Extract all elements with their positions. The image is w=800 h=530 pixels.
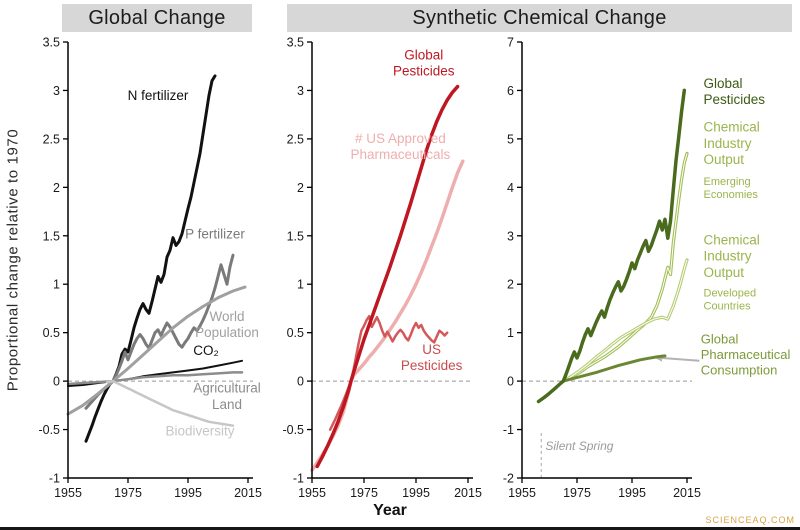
y-tick-label: 1 [507, 326, 514, 340]
x-tick-label: 1975 [114, 486, 142, 500]
series-us-approved-pharmaceuticals [310, 159, 465, 472]
y-tick-label: 2.5 [43, 132, 60, 146]
y-tick-label: 0.5 [287, 326, 304, 340]
series-chem-industry-developed-core [563, 259, 688, 382]
y-tick-label: 3.5 [287, 36, 304, 50]
x-tick-label: 1955 [298, 486, 326, 500]
y-tick-label: 1 [297, 278, 304, 292]
series-biodiversity [105, 379, 235, 427]
x-tick-label: 2015 [673, 486, 701, 500]
y-tick-label: 3 [297, 84, 304, 98]
bottom-border [0, 527, 800, 530]
y-axis-title: Proportional change relative to 1970 [4, 128, 22, 392]
series-agricultural-land [66, 371, 244, 386]
series-label: World Population [195, 309, 259, 340]
y-tick-label: -0.5 [38, 423, 60, 437]
series-label: CO₂ [193, 343, 219, 358]
panel-title-synthetic-chemical-change: Synthetic Chemical Change [287, 4, 792, 32]
y-tick-label: 1.5 [287, 229, 304, 243]
y-tick-label: 0.5 [43, 326, 60, 340]
series-label: Silent Spring [545, 439, 613, 453]
x-tick-label: 1975 [350, 486, 378, 500]
y-tick-label: 0 [507, 375, 514, 389]
y-tick-label: 3 [507, 229, 514, 243]
series-label: Global Pesticides [704, 76, 766, 107]
series-label: Chemical Industry Output [704, 120, 760, 167]
x-tick-label: 1995 [618, 486, 646, 500]
y-tick-label: 2 [53, 181, 60, 195]
series-global-pesticides [315, 84, 460, 469]
y-tick-label: -1 [503, 423, 514, 437]
y-tick-label: 1 [53, 278, 60, 292]
series-label: Global Pharmaceutical Consumption [701, 331, 791, 377]
x-axis-title: Year [373, 502, 407, 519]
series-label: Agricultural Land [193, 381, 261, 412]
y-tick-label: 3.5 [43, 36, 60, 50]
y-tick-label: 2.5 [287, 132, 304, 146]
y-tick-label: 2 [507, 278, 514, 292]
y-tick-label: 7 [507, 36, 514, 50]
x-tick-label: 2015 [234, 486, 262, 500]
x-tick-label: 1995 [402, 486, 430, 500]
series-label: Biodiversity [165, 423, 234, 438]
series-label: Emerging Economies [704, 176, 759, 201]
y-tick-label: 3 [53, 84, 60, 98]
y-tick-label: -2 [503, 472, 514, 486]
series-n-fertilizer [84, 74, 217, 443]
x-tick-label: 2015 [454, 486, 482, 500]
series-label: Chemical Industry Output [704, 232, 760, 279]
watermark: SCIENCEAQ.COM [705, 515, 795, 525]
series-label: US Pesticides [401, 342, 463, 373]
series-label: # US Approved Pharmaceuticals [351, 131, 451, 162]
panel-title-global-change: Global Change [62, 4, 252, 32]
y-tick-label: -0.5 [282, 423, 304, 437]
y-tick-label: 2 [297, 181, 304, 195]
y-tick-label: 5 [507, 132, 514, 146]
y-tick-label: -1 [293, 472, 304, 486]
series-us-pesticides [328, 314, 449, 431]
series-label: N fertilizer [128, 88, 189, 103]
y-tick-label: 1.5 [43, 229, 60, 243]
x-tick-label: 1995 [174, 486, 202, 500]
x-tick-label: 1955 [54, 486, 82, 500]
series-world-population [66, 285, 247, 416]
y-tick-label: 0 [297, 375, 304, 389]
y-tick-label: -1 [49, 472, 60, 486]
x-tick-label: 1955 [508, 486, 536, 500]
y-tick-label: 6 [507, 84, 514, 98]
series-global-pesticides-right [536, 88, 687, 404]
y-tick-label: 0 [53, 375, 60, 389]
y-tick-label: 4 [507, 181, 514, 195]
series-label: Global Pesticides [393, 47, 455, 78]
series-label: P fertilizer [185, 227, 245, 242]
series-global-pharmaceutical-consumption [561, 354, 667, 383]
series-label: Developed Countries [704, 287, 757, 312]
x-tick-label: 1975 [563, 486, 591, 500]
